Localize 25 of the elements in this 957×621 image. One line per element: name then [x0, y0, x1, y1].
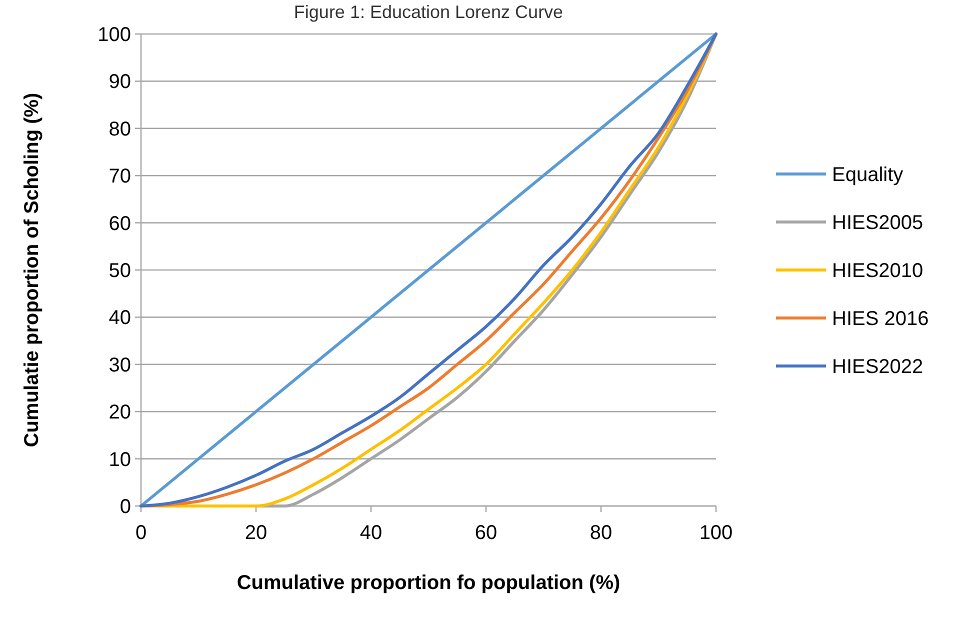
y-tick-label: 60 — [108, 212, 131, 235]
y-tick-label: 70 — [108, 166, 131, 188]
legend-label: HIES2005 — [832, 212, 924, 234]
x-axis-title: Cumulative proportion fo population (%) — [236, 572, 620, 594]
y-axis-title: Cumulatie proportion of Scholing (%) — [21, 92, 43, 448]
x-tick-label: 20 — [244, 522, 268, 544]
y-tick-label: 0 — [120, 496, 131, 518]
y-tick-label: 50 — [108, 260, 131, 282]
y-tick-label: 80 — [108, 118, 131, 140]
legend-label: HIES2010 — [832, 260, 924, 282]
legend-label: HIES 2016 — [832, 308, 929, 330]
y-tick-label: 90 — [108, 71, 131, 94]
legend-label: HIES2022 — [832, 356, 924, 378]
y-tick-label: 30 — [108, 354, 131, 376]
x-tick-label: 100 — [699, 522, 733, 544]
y-tick-label: 10 — [108, 448, 131, 471]
y-tick-label: 100 — [98, 24, 131, 46]
x-tick-label: 40 — [360, 522, 382, 544]
x-tick-label: 60 — [474, 522, 498, 544]
chart-title: Figure 1: Education Lorenz Curve — [294, 2, 564, 22]
x-tick-label: 0 — [135, 522, 147, 544]
legend-label: Equality — [832, 164, 904, 186]
y-tick-label: 20 — [108, 402, 131, 424]
y-tick-label: 40 — [108, 307, 131, 330]
x-tick-label: 80 — [590, 522, 612, 544]
